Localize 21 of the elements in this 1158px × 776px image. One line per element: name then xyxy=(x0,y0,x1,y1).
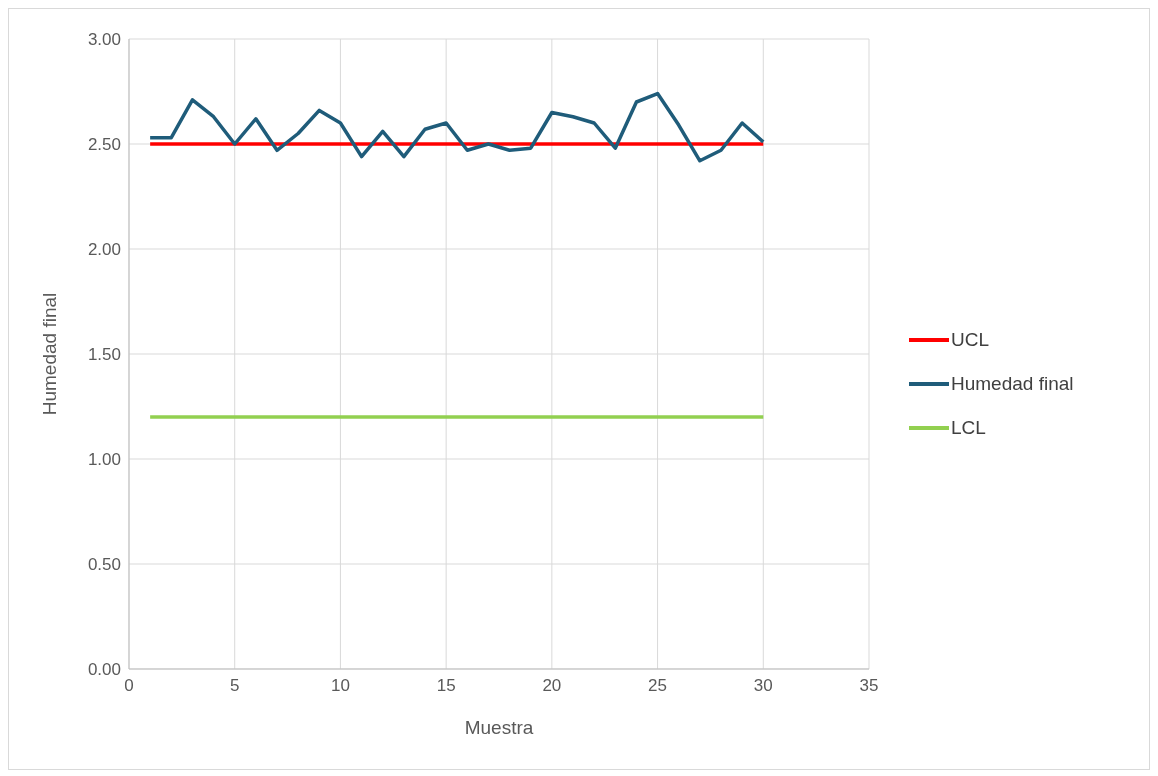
x-tick-label: 20 xyxy=(542,676,562,695)
x-tick-label: 0 xyxy=(124,676,134,695)
x-tick-label: 30 xyxy=(753,676,773,695)
x-tick-label: 10 xyxy=(330,676,350,695)
y-tick-label: 1.50 xyxy=(87,345,121,365)
y-tick-label: 0.50 xyxy=(87,555,121,575)
y-tick-label: 2.50 xyxy=(87,135,121,155)
y-tick-label: 0.00 xyxy=(87,660,121,680)
y-axis-title: Humedad final xyxy=(38,292,60,416)
line-series xyxy=(148,91,766,163)
legend-label: LCL xyxy=(951,417,986,439)
x-tick-label: 35 xyxy=(859,676,879,695)
x-axis-title: Muestra xyxy=(464,717,534,738)
legend-label: UCL xyxy=(951,329,990,351)
y-tick-label: 1.00 xyxy=(87,450,121,470)
x-tick-label: 5 xyxy=(229,676,240,695)
x-tick-label: 25 xyxy=(648,676,668,695)
legend-label: Humedad final xyxy=(951,373,1074,395)
y-tick-label: 3.00 xyxy=(87,30,121,50)
x-tick-label: 15 xyxy=(436,676,456,695)
y-tick-label: 2.00 xyxy=(87,240,121,260)
